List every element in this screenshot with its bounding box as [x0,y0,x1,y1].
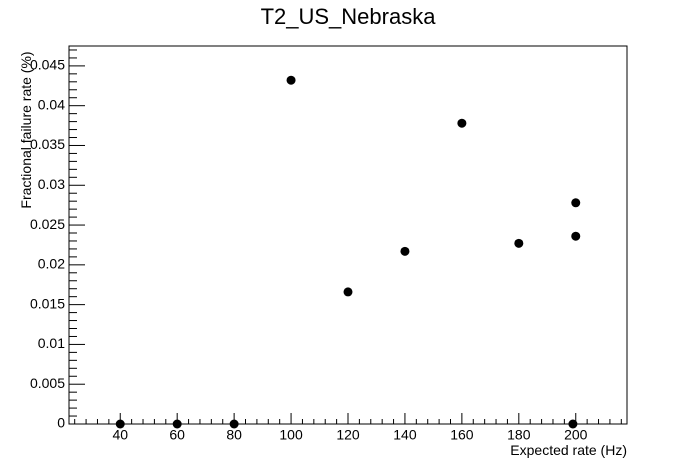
x-tick-label: 180 [507,427,531,443]
x-tick-label: 40 [112,427,128,443]
x-axis-label: Expected rate (Hz) [510,442,627,458]
data-point [229,419,239,429]
x-tick-label: 160 [450,427,474,443]
y-tick-label: 0.01 [38,335,65,351]
data-point [343,287,353,297]
x-tick-label: 200 [564,427,588,443]
data-point [571,198,581,208]
y-axis-label: Fractional failure rate (%) [18,51,34,209]
y-tick-label: 0.02 [38,256,65,272]
y-tick-label: 0.015 [30,295,65,311]
y-tick-label: 0 [57,415,65,431]
data-point [571,231,581,241]
data-point [286,75,296,85]
data-point [400,246,410,256]
y-tick-label: 0.035 [30,136,65,152]
x-tick-label: 120 [336,427,360,443]
data-point [172,419,182,429]
y-tick-label: 0.025 [30,216,65,232]
data-point [514,238,524,248]
y-tick-label: 0.045 [30,57,65,73]
y-tick-label: 0.04 [38,96,65,112]
y-tick-label: 0.03 [38,176,65,192]
x-tick-label: 80 [226,427,242,443]
plot-frame [68,45,628,425]
y-tick-label: 0.005 [30,375,65,391]
data-point [457,118,467,128]
x-tick-label: 100 [279,427,303,443]
x-tick-label: 60 [169,427,185,443]
chart-title: T2_US_Nebraska [260,4,436,29]
data-point [115,419,125,429]
data-point [568,419,578,429]
x-tick-label: 140 [393,427,417,443]
